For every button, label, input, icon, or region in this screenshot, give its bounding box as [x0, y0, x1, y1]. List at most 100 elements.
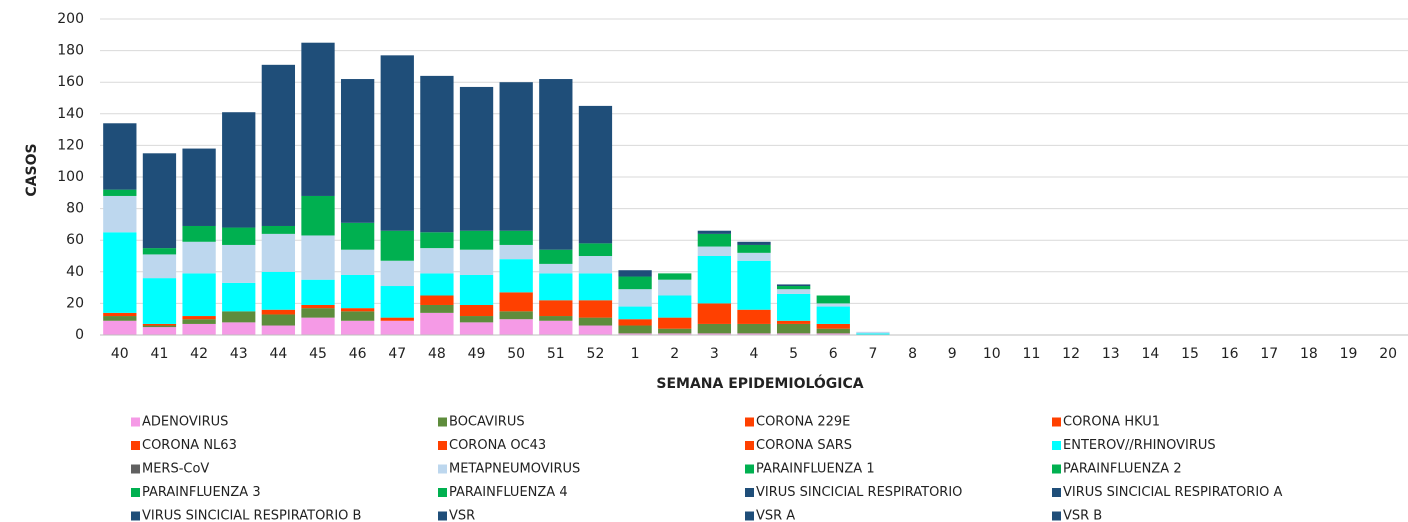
bar-segment	[340, 320, 375, 335]
bar-segment	[301, 235, 335, 280]
bar-segment	[340, 222, 375, 250]
bar-segment	[420, 248, 454, 274]
bar-segment	[142, 153, 177, 249]
y-tick-label: 20	[66, 295, 84, 311]
legend-label: CORONA HKU1	[1063, 415, 1160, 430]
legend-swatch	[131, 441, 140, 450]
legend-label: CORONA NL63	[142, 438, 237, 453]
bar-segment	[103, 312, 137, 317]
x-tick-label: 4	[750, 346, 759, 362]
bar-segment	[658, 295, 692, 318]
bar-segment	[737, 244, 771, 253]
legend-swatch	[1052, 511, 1061, 521]
bar-segment	[380, 320, 414, 335]
bar-segment	[261, 64, 296, 226]
x-tick-label: 1	[631, 346, 640, 362]
legend-swatch	[1052, 464, 1061, 474]
bar-segment	[182, 323, 216, 335]
bar-segment	[658, 317, 692, 329]
x-tick-label: 6	[829, 346, 838, 362]
legend-swatch	[131, 511, 140, 521]
bar-segment	[499, 244, 533, 260]
bar-segment	[380, 55, 414, 231]
bar-segment	[222, 322, 256, 335]
legend-label: PARAINFLUENZA 2	[1063, 462, 1182, 477]
legend-swatch	[438, 417, 447, 427]
x-tick-label: 7	[868, 346, 877, 362]
bar-segment	[459, 316, 494, 323]
bar-segment	[737, 241, 771, 245]
bar-segment	[103, 232, 137, 313]
bar-segment	[420, 232, 454, 249]
legend-swatch	[745, 417, 754, 427]
legend-label: PARAINFLUENZA 4	[449, 485, 568, 500]
bar-segment	[499, 311, 533, 320]
x-tick-label: 44	[269, 346, 287, 362]
bar-segment	[182, 225, 216, 242]
bar-segment	[816, 333, 850, 335]
bar-segment	[618, 289, 652, 307]
legend-label: BOCAVIRUS	[449, 415, 525, 430]
bar-segment	[340, 249, 375, 275]
bar-segment	[539, 263, 573, 274]
bar-segment	[737, 260, 771, 310]
bar-segment	[103, 123, 137, 190]
bar-segment	[499, 292, 533, 312]
legend-swatch	[131, 488, 140, 497]
legend-swatch	[745, 488, 754, 497]
x-tick-label: 13	[1102, 346, 1120, 362]
x-tick-label: 45	[309, 346, 327, 362]
legend-swatch	[438, 464, 447, 474]
bar-segment	[578, 317, 613, 326]
bar-segment	[499, 230, 533, 245]
bar-segment	[776, 289, 811, 294]
bar-segment	[578, 256, 613, 274]
y-tick-label: 100	[57, 169, 84, 185]
bar-segment	[420, 273, 454, 296]
bar-segment	[459, 249, 494, 275]
bar-segment	[499, 259, 533, 293]
bar-segment	[103, 316, 137, 321]
bar-segment	[459, 274, 494, 305]
legend-swatch	[745, 464, 754, 474]
bar-segment	[261, 225, 296, 234]
bar-segment	[420, 295, 454, 305]
x-tick-label: 5	[789, 346, 798, 362]
bar-segment	[380, 286, 414, 318]
y-tick-label: 60	[66, 232, 84, 248]
x-tick-label: 8	[908, 346, 917, 362]
x-tick-label: 47	[388, 346, 406, 362]
bar-segment	[618, 276, 652, 290]
bar-segment	[222, 227, 256, 245]
bar-segment	[658, 333, 692, 335]
y-tick-label: 0	[75, 327, 84, 343]
bar-segment	[737, 309, 771, 324]
x-tick-label: 10	[983, 346, 1001, 362]
y-tick-label: 140	[57, 106, 84, 122]
bar-segment	[261, 233, 296, 272]
bar-segment	[618, 306, 652, 320]
bar-segment	[142, 248, 177, 255]
x-tick-label: 18	[1300, 346, 1318, 362]
bar-segment	[420, 75, 454, 233]
legend-swatch	[438, 488, 447, 497]
y-tick-label: 40	[66, 264, 84, 280]
x-tick-label: 14	[1141, 346, 1159, 362]
legend-label: CORONA OC43	[449, 438, 546, 453]
x-tick-label: 50	[507, 346, 525, 362]
bar-segment	[578, 243, 613, 256]
bar-segment	[301, 308, 335, 318]
bar-segment	[459, 230, 494, 250]
bar-segment	[301, 317, 335, 335]
bar-segment	[776, 333, 811, 335]
legend-label: VIRUS SINCICIAL RESPIRATORIO	[756, 485, 962, 500]
bar-segment	[697, 230, 732, 234]
bar-segment	[103, 189, 137, 196]
x-tick-label: 9	[948, 346, 957, 362]
y-tick-label: 160	[57, 74, 84, 90]
bar-segment	[816, 295, 850, 304]
x-tick-label: 49	[468, 346, 486, 362]
bar-segment	[539, 273, 573, 301]
legend-swatch	[438, 441, 447, 450]
